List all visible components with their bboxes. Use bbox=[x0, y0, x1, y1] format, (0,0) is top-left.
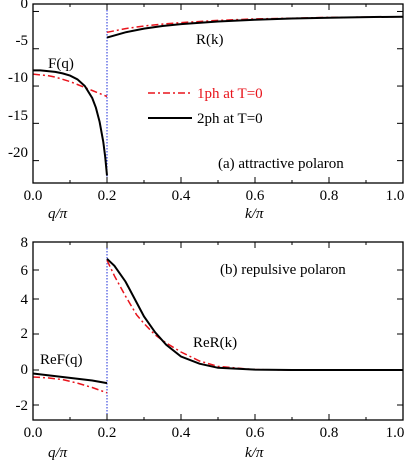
x-tick-label: 0.4 bbox=[172, 425, 191, 441]
panel-attractive: 0 -5 -10 -15 -20 0.0 0.2 0.4 0.6 0.8 1.0… bbox=[8, 0, 404, 222]
y-tick-label: 6 bbox=[21, 263, 29, 279]
annotation-F: F(q) bbox=[48, 56, 74, 72]
y-tick-label: -15 bbox=[8, 108, 28, 124]
panel-a-frame bbox=[32, 3, 404, 184]
panel-b-ticks bbox=[32, 241, 404, 420]
y-tick-label: 8 bbox=[21, 235, 29, 251]
series-line-2ph bbox=[106, 258, 403, 371]
annotation-ReF: ReF(q) bbox=[40, 352, 83, 368]
annotation-ReR: ReR(k) bbox=[193, 335, 237, 351]
x-tick-label: 0.2 bbox=[98, 188, 117, 204]
series-line-2ph bbox=[33, 69, 108, 176]
panel-b-label: (b) repulsive polaron bbox=[220, 262, 346, 278]
x-tick-label: 0.8 bbox=[320, 425, 339, 441]
y-tick-label: -20 bbox=[8, 145, 28, 161]
x-tick-label: 1.0 bbox=[386, 425, 405, 441]
x-axis-label-left: q/π bbox=[48, 445, 68, 461]
panel-a-label: (a) attractive polaron bbox=[218, 156, 344, 172]
x-tick-label: 1.0 bbox=[386, 188, 405, 204]
y-tick-label: 0 bbox=[21, 362, 29, 378]
x-axis-label-right: k/π bbox=[245, 206, 264, 222]
y-tick-label: 0 bbox=[21, 0, 29, 12]
panel-a-series bbox=[32, 4, 404, 183]
series-line-1ph bbox=[32, 73, 108, 98]
x-axis-label-right: k/π bbox=[245, 445, 264, 461]
x-tick-label: 0.6 bbox=[246, 188, 265, 204]
y-tick-label: -2 bbox=[16, 398, 29, 414]
panel-b-series bbox=[32, 242, 403, 420]
y-tick-label: -10 bbox=[8, 70, 28, 86]
y-tick-label: -5 bbox=[16, 33, 29, 49]
legend-label-2ph: 2ph at T=0 bbox=[197, 111, 263, 127]
series-line-2ph bbox=[106, 15, 404, 39]
x-axis-label-left: q/π bbox=[48, 206, 68, 222]
x-tick-label: 0.4 bbox=[172, 188, 191, 204]
legend: 1ph at T=0 2ph at T=0 bbox=[148, 86, 263, 127]
series-line-2ph bbox=[32, 372, 108, 385]
x-tick-label: 0.0 bbox=[24, 188, 43, 204]
y-tick-label: 2 bbox=[21, 326, 29, 342]
series-line-1ph bbox=[32, 376, 108, 394]
legend-label-1ph: 1ph at T=0 bbox=[197, 86, 263, 102]
x-tick-label: 0.0 bbox=[24, 425, 43, 441]
x-tick-label: 0.2 bbox=[98, 425, 117, 441]
annotation-R: R(k) bbox=[196, 32, 224, 48]
x-tick-label: 0.8 bbox=[320, 188, 339, 204]
panel-b-frame bbox=[32, 241, 404, 421]
y-tick-label: 4 bbox=[21, 292, 29, 308]
panel-repulsive: 8 6 4 2 0 -2 0.0 0.2 0.4 0.6 0.8 1.0 q/π… bbox=[16, 235, 405, 461]
x-tick-label: 0.6 bbox=[246, 425, 265, 441]
